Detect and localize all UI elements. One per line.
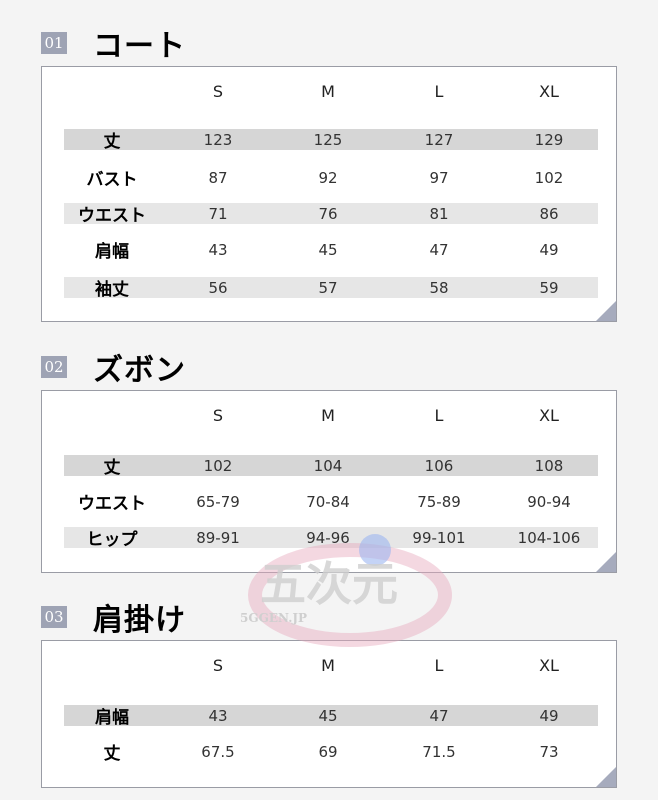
- size-header: M: [321, 406, 335, 425]
- measure-value: 73: [539, 742, 559, 761]
- measure-label: ウエスト: [78, 206, 146, 226]
- measure-value: 127: [424, 130, 454, 149]
- measure-value: 92: [318, 168, 338, 187]
- measure-label: 袖丈: [95, 280, 129, 300]
- size-header-row: S M L XL: [64, 405, 598, 426]
- measure-value: 104-106: [517, 528, 581, 547]
- measure-value: 49: [539, 706, 559, 725]
- size-header: S: [212, 656, 224, 675]
- table-row: バスト 87 92 97 102: [64, 167, 598, 191]
- measure-value: 129: [534, 130, 564, 149]
- section-header: 01 コート: [41, 21, 186, 65]
- measure-label: 丈: [103, 458, 121, 478]
- measure-label: ウエスト: [78, 494, 146, 514]
- table-row: ウエスト 65-79 70-84 75-89 90-94: [64, 491, 598, 515]
- table-row: ウエスト 71 76 81 86: [64, 203, 598, 226]
- table-row: ヒップ 89-91 94-96 99-101 104-106: [64, 527, 598, 550]
- size-header: L: [434, 406, 444, 425]
- measure-value: 43: [208, 706, 228, 725]
- measure-value: 76: [318, 204, 338, 223]
- measure-value: 57: [318, 278, 338, 297]
- measure-value: 123: [203, 130, 233, 149]
- size-header-row: S M L XL: [64, 655, 598, 676]
- measure-value: 45: [318, 706, 338, 725]
- size-header: XL: [539, 82, 559, 101]
- measure-value: 69: [318, 742, 338, 761]
- size-header: M: [321, 656, 335, 675]
- measure-value: 49: [539, 240, 559, 259]
- section-header: 03 肩掛け: [41, 595, 186, 639]
- size-table: S M L XL 丈 123 125 127 129 バスト 87 92 97 102 ウエスト 71 7…: [41, 66, 617, 322]
- measure-value: 104: [313, 456, 343, 475]
- measure-label: 丈: [103, 132, 121, 152]
- size-header: XL: [539, 656, 559, 675]
- table-row: 袖丈 56 57 58 59: [64, 277, 598, 300]
- measure-value: 97: [429, 168, 449, 187]
- measure-value: 87: [208, 168, 228, 187]
- measure-value: 125: [313, 130, 343, 149]
- size-header-row: S M L XL: [64, 81, 598, 102]
- measure-value: 43: [208, 240, 228, 259]
- measure-label: 肩幅: [95, 708, 129, 728]
- measure-label: バスト: [86, 170, 138, 190]
- measure-value: 71: [208, 204, 228, 223]
- svg-text:5GGEN.JP: 5GGEN.JP: [240, 611, 307, 625]
- size-header: M: [321, 82, 335, 101]
- measure-value: 58: [429, 278, 449, 297]
- measure-label: ヒップ: [86, 530, 138, 550]
- measure-value: 47: [429, 706, 449, 725]
- table-row: 丈 67.5 69 71.5 73: [64, 741, 598, 765]
- section-number-badge: 03: [41, 606, 67, 628]
- measure-value: 99-101: [412, 528, 466, 547]
- measure-value: 67.5: [201, 742, 235, 761]
- measure-value: 86: [539, 204, 559, 223]
- section-header: 02 ズボン: [41, 345, 186, 389]
- corner-triangle: [596, 301, 616, 321]
- corner-triangle: [596, 552, 616, 572]
- section-number-badge: 02: [41, 356, 67, 378]
- measure-value: 102: [534, 168, 564, 187]
- size-header: L: [434, 82, 444, 101]
- size-header: L: [434, 656, 444, 675]
- measure-value: 108: [534, 456, 564, 475]
- measure-label: 肩幅: [95, 242, 129, 262]
- measure-label: 丈: [103, 744, 121, 764]
- measure-value: 71.5: [422, 742, 456, 761]
- size-header: S: [212, 82, 224, 101]
- measure-value: 56: [208, 278, 228, 297]
- section-number-badge: 01: [41, 32, 67, 54]
- section-title: ズボン: [93, 353, 186, 388]
- table-row: 肩幅 43 45 47 49: [64, 239, 598, 263]
- size-header: XL: [539, 406, 559, 425]
- corner-triangle: [596, 767, 616, 787]
- size-table: S M L XL 肩幅 43 45 47 49 丈 67.5 69 71.5 73: [41, 640, 617, 788]
- measure-value: 70-84: [306, 492, 350, 511]
- measure-value: 75-89: [417, 492, 461, 511]
- section-title: コート: [93, 29, 186, 64]
- measure-value: 59: [539, 278, 559, 297]
- table-row: 丈 123 125 127 129: [64, 129, 598, 152]
- measure-value: 65-79: [196, 492, 240, 511]
- measure-value: 47: [429, 240, 449, 259]
- measure-value: 81: [429, 204, 449, 223]
- measure-value: 89-91: [196, 528, 240, 547]
- table-row: 肩幅 43 45 47 49: [64, 705, 598, 728]
- measure-value: 94-96: [306, 528, 350, 547]
- measure-value: 45: [318, 240, 338, 259]
- measure-value: 90-94: [527, 492, 571, 511]
- measure-value: 102: [203, 456, 233, 475]
- size-header: S: [212, 406, 224, 425]
- section-title: 肩掛け: [93, 603, 186, 638]
- table-row: 丈 102 104 106 108: [64, 455, 598, 478]
- measure-value: 106: [424, 456, 454, 475]
- size-table: S M L XL 丈 102 104 106 108 ウエスト 65-79 70-84 75-89 9…: [41, 390, 617, 573]
